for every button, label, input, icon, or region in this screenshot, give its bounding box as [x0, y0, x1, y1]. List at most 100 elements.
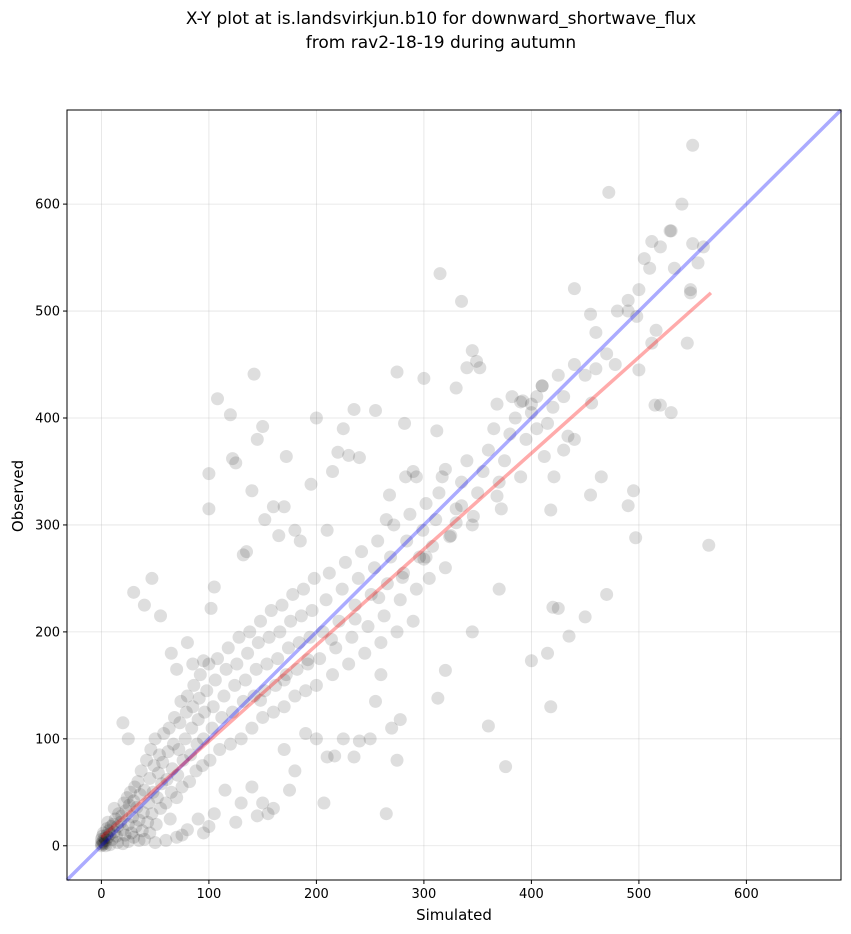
data-point: [544, 700, 558, 714]
data-point: [205, 721, 219, 735]
data-point: [207, 580, 221, 594]
data-point: [444, 529, 458, 543]
data-point: [204, 601, 218, 615]
data-point: [226, 705, 240, 719]
data-point: [175, 828, 189, 842]
data-point: [621, 304, 635, 318]
data-point: [438, 462, 452, 476]
data-point: [221, 641, 235, 655]
data-point: [426, 539, 439, 553]
data-point: [111, 836, 125, 850]
data-point: [116, 837, 130, 851]
data-point: [154, 801, 168, 815]
data-point: [602, 185, 616, 199]
data-point: [487, 422, 501, 436]
data-point: [256, 420, 270, 434]
data-point: [561, 429, 575, 443]
data-point: [610, 304, 624, 318]
data-point: [449, 381, 463, 395]
data-point: [121, 732, 135, 746]
data-point: [630, 309, 644, 323]
data-point: [627, 484, 641, 498]
data-point: [557, 390, 571, 404]
data-point: [371, 534, 385, 548]
data-point: [629, 531, 643, 545]
data-point: [266, 705, 280, 719]
data-point: [123, 785, 137, 799]
data-point: [667, 261, 681, 275]
data-point: [170, 830, 184, 844]
data-point: [535, 379, 549, 393]
data-point: [128, 780, 142, 794]
data-point: [419, 497, 433, 511]
data-point: [206, 700, 220, 714]
data-point: [584, 488, 598, 502]
data-point: [164, 646, 178, 660]
data-point: [256, 796, 270, 810]
data-point: [600, 347, 614, 361]
data-point: [393, 713, 407, 727]
data-point: [435, 470, 449, 484]
data-point: [632, 283, 646, 297]
data-point: [348, 612, 362, 626]
data-point: [190, 737, 204, 751]
data-point: [161, 745, 175, 759]
data-point: [197, 826, 211, 840]
data-point: [145, 807, 159, 821]
data-point: [191, 812, 205, 826]
data-point: [136, 806, 150, 820]
data-point: [102, 824, 116, 838]
data-point: [460, 454, 474, 468]
data-point: [664, 224, 678, 238]
data-point: [262, 630, 276, 644]
data-point: [223, 737, 237, 751]
data-point: [696, 240, 710, 254]
data-point: [157, 726, 171, 740]
data-point: [328, 749, 342, 763]
data-point: [133, 787, 147, 801]
data-point: [449, 516, 463, 530]
data-point: [585, 396, 599, 410]
data-point: [384, 550, 398, 564]
data-point: [145, 571, 159, 585]
data-point: [275, 598, 289, 612]
data-point: [98, 837, 112, 851]
data-point: [645, 235, 659, 249]
data-point: [98, 831, 112, 845]
data-point: [541, 416, 555, 430]
data-point: [348, 598, 362, 612]
x-tick-label: 0: [97, 887, 105, 902]
data-point: [352, 734, 366, 748]
data-point: [438, 663, 452, 677]
data-point: [691, 256, 705, 270]
data-point: [429, 513, 443, 527]
data-point: [245, 721, 259, 735]
data-point: [535, 379, 549, 393]
data-point: [490, 489, 504, 503]
data-point: [284, 614, 298, 628]
data-point: [347, 402, 361, 416]
data-point: [178, 732, 192, 746]
data-point: [422, 571, 436, 585]
data-point: [202, 467, 216, 481]
data-point: [134, 764, 148, 778]
data-point: [653, 240, 667, 254]
data-point: [299, 684, 313, 698]
data-point: [175, 780, 189, 794]
data-point: [166, 737, 180, 751]
data-point: [107, 825, 121, 839]
data-point: [286, 587, 300, 601]
data-point: [137, 598, 151, 612]
data-point: [702, 538, 716, 552]
data-point: [380, 577, 394, 591]
data-point: [546, 600, 560, 614]
data-point: [449, 502, 463, 516]
scatter-points: [94, 138, 716, 853]
data-point: [174, 694, 188, 708]
data-point: [455, 499, 469, 513]
data-point: [150, 791, 164, 805]
data-point: [94, 837, 108, 851]
data-point: [193, 668, 207, 682]
data-point: [524, 406, 538, 420]
data-point: [143, 771, 157, 785]
